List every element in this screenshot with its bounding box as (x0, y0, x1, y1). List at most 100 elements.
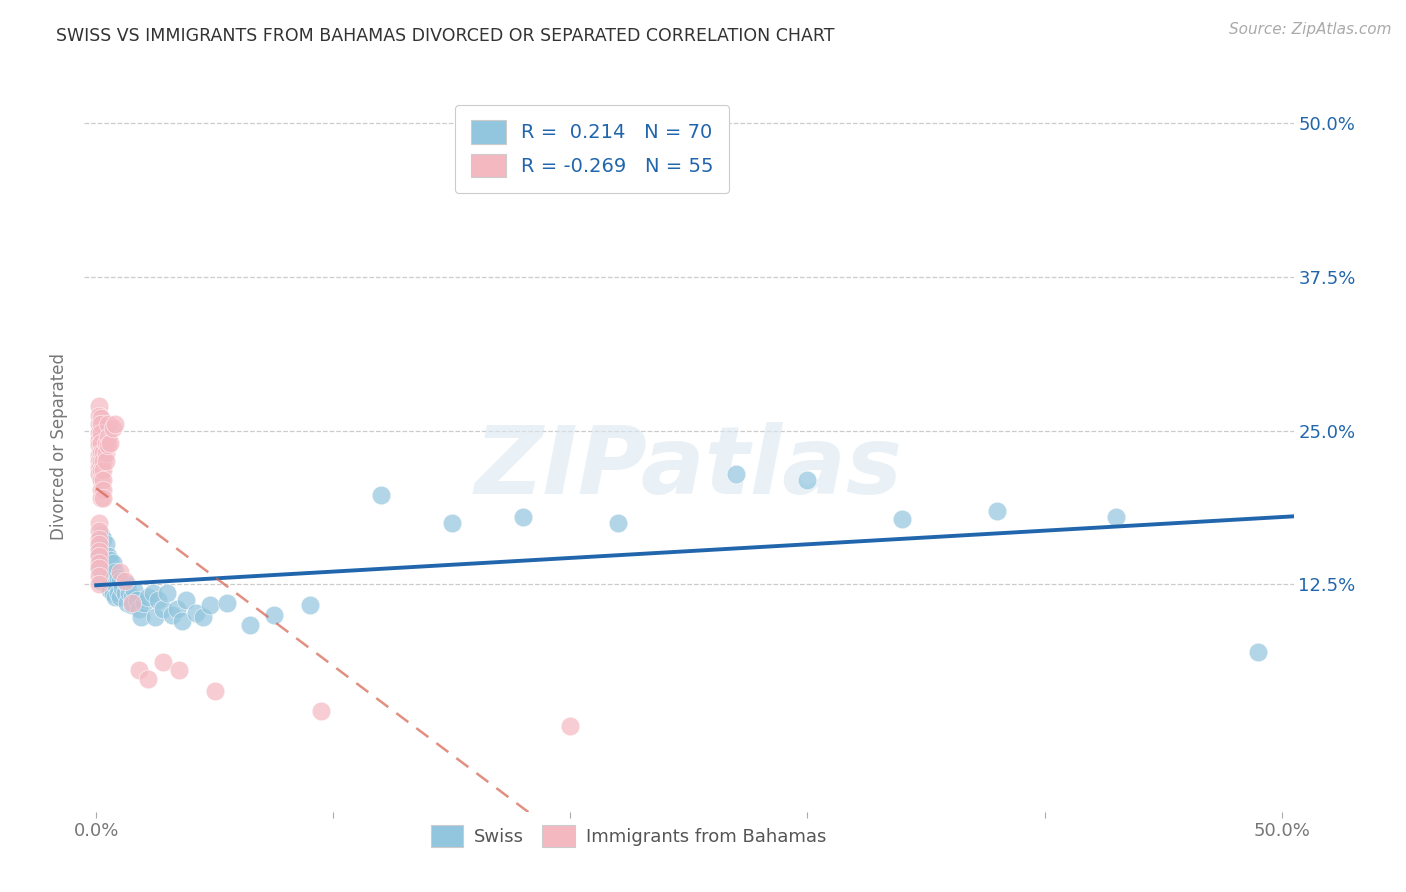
Point (90, 426, 112, 441)
Point (87, 544, 110, 558)
Point (101, 586, 124, 600)
Point (87, 577, 110, 591)
Point (104, 565, 127, 579)
Point (87, 426, 110, 441)
Point (91, 483, 114, 497)
Point (170, 614, 193, 628)
Point (87, 524, 110, 539)
Point (87, 467, 110, 481)
Point (184, 606, 207, 620)
Point (138, 590, 160, 604)
Point (167, 664, 190, 678)
Point (87, 454, 110, 468)
Point (121, 598, 143, 612)
Point (90, 454, 112, 468)
Point (128, 602, 150, 616)
Point (191, 610, 214, 624)
Point (132, 596, 155, 610)
Point (97, 549, 120, 563)
Point (87, 541, 110, 555)
Point (145, 610, 167, 624)
Point (97, 571, 120, 585)
Point (986, 503, 1008, 517)
Point (90, 446, 112, 460)
Point (97, 577, 120, 591)
Point (94, 537, 117, 551)
Point (100, 436, 122, 450)
Point (101, 557, 124, 571)
Point (298, 598, 321, 612)
Point (90, 411, 112, 425)
Point (87, 516, 110, 530)
Point (560, 719, 582, 733)
Point (97, 417, 120, 432)
Point (100, 574, 122, 588)
Point (100, 552, 122, 566)
Point (97, 561, 120, 575)
Point (115, 577, 138, 591)
Point (104, 577, 127, 591)
Point (142, 586, 165, 600)
Point (87, 438, 110, 452)
Point (90, 473, 112, 487)
Y-axis label: Divorced or Separated: Divorced or Separated (51, 352, 69, 540)
Point (90, 417, 112, 432)
Point (91, 473, 114, 487)
Point (125, 593, 148, 607)
Point (87, 434, 110, 448)
Point (87, 537, 110, 551)
Point (90, 436, 112, 450)
Point (204, 684, 226, 698)
Point (94, 574, 117, 588)
Legend: Swiss, Immigrants from Bahamas: Swiss, Immigrants from Bahamas (423, 817, 834, 854)
Point (129, 610, 152, 624)
Point (87, 561, 110, 575)
Point (87, 532, 110, 546)
Point (370, 487, 392, 501)
Point (1247, 645, 1270, 659)
Point (91, 568, 114, 582)
Text: ZIPatlas: ZIPatlas (475, 422, 903, 514)
Point (87, 549, 110, 563)
Point (311, 704, 333, 718)
Point (156, 586, 179, 600)
Point (90, 528, 112, 542)
Point (87, 460, 110, 475)
Point (91, 446, 114, 460)
Point (138, 672, 160, 686)
Point (152, 655, 174, 669)
Point (91, 454, 114, 468)
Point (111, 581, 134, 595)
Point (101, 574, 124, 588)
Point (121, 590, 143, 604)
Point (146, 593, 169, 607)
Point (87, 561, 110, 575)
Point (440, 516, 463, 530)
Point (104, 590, 127, 604)
Point (512, 509, 534, 524)
Point (215, 596, 238, 610)
Point (108, 590, 131, 604)
Point (796, 473, 818, 487)
Point (108, 565, 131, 579)
Point (94, 446, 117, 460)
Point (90, 558, 112, 573)
Point (97, 430, 120, 444)
Point (87, 409, 110, 423)
Point (87, 399, 110, 413)
Point (128, 664, 150, 678)
Point (121, 596, 143, 610)
Point (104, 417, 127, 432)
Point (87, 417, 110, 432)
Point (100, 583, 122, 598)
Point (263, 607, 285, 622)
Point (114, 574, 136, 588)
Point (118, 586, 141, 600)
Point (87, 448, 110, 462)
Point (160, 607, 183, 622)
Point (114, 586, 136, 600)
Point (107, 571, 129, 585)
Point (91, 491, 114, 506)
Point (91, 547, 114, 561)
Point (87, 568, 110, 582)
